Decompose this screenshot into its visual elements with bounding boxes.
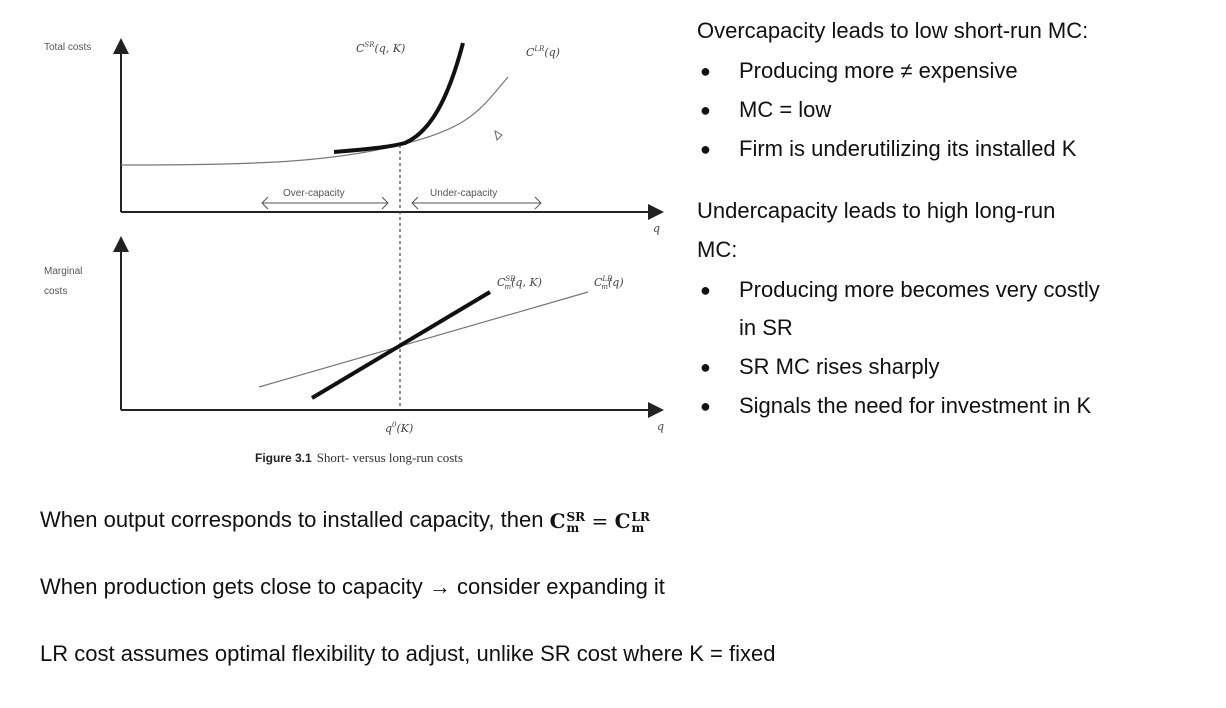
q0-label: q0(K): [385, 421, 413, 435]
overcapacity-heading-rest: leads to low short-run MC:: [825, 18, 1089, 43]
undercapacity-heading-rest: leads to high long-run: [837, 198, 1056, 223]
capacity-equality-text: When output corresponds to installed cap…: [40, 507, 550, 532]
under-capacity-label: Under-capacity: [430, 188, 497, 199]
expansion-text-a: When production gets close to capacity: [40, 574, 429, 599]
over-capacity-arrowheads: [261, 196, 389, 210]
figure-caption: Figure 3.1 Short- versus long-run costs: [255, 450, 463, 465]
undercapacity-heading: Undercapacity leads to high long-run: [697, 198, 1055, 224]
bottom-y-label-1: Marginal: [44, 266, 82, 277]
top-x-label: q: [653, 222, 660, 235]
bottom-x-label: q: [657, 420, 664, 433]
capacity-equality-line: When output corresponds to installed cap…: [40, 507, 650, 534]
list-item: Producing more becomes very costly: [739, 277, 1100, 302]
short-run-mc-line: [310, 290, 492, 400]
bottom-y-label-2: costs: [44, 286, 67, 297]
bullet-icon: ●: [700, 280, 711, 300]
mcsr-label: CSR m(q, K): [497, 275, 542, 291]
bullet-icon: ●: [700, 61, 711, 81]
long-run-cost-curve: [120, 76, 509, 166]
top-y-label: Total costs: [44, 42, 91, 53]
clr-label: CLR(q): [526, 45, 560, 59]
bullet-icon: ●: [700, 357, 711, 377]
cost-figure: Total costs CSR(q, K) CLR(q) Over-capaci…: [44, 38, 664, 465]
list-item: MC = low: [739, 97, 832, 122]
under-capacity-arrowheads: [411, 196, 542, 210]
undercapacity-term: Undercapacity: [697, 198, 838, 223]
list-item-continuation: in SR: [739, 315, 793, 340]
expansion-text-b: consider expanding it: [450, 574, 665, 599]
overcapacity-heading: Overcapacity leads to low short-run MC:: [697, 18, 1088, 44]
arrow-right-icon: →: [428, 574, 451, 599]
list-item: Producing more ≠ expensive: [739, 58, 1018, 83]
overcapacity-term: Overcapacity: [697, 18, 826, 43]
csr-label: CSR(q, K): [356, 41, 405, 55]
lr-flexibility-line: LR cost assumes optimal flexibility to a…: [40, 641, 776, 666]
small-triangle-mark: [494, 130, 503, 141]
mclr-label: CLR m(q): [594, 275, 624, 291]
bullet-icon: ●: [700, 396, 711, 416]
short-run-cost-curve: [333, 42, 465, 154]
list-item: Firm is underutilizing its installed K: [739, 136, 1077, 161]
expansion-line: When production gets close to capacity →…: [40, 574, 665, 600]
undercapacity-heading-line2: MC:: [697, 237, 738, 262]
over-capacity-label: Over-capacity: [283, 188, 345, 199]
bullet-icon: ●: [700, 100, 711, 120]
long-run-mc-line: [258, 291, 589, 388]
list-item: Signals the need for investment in K: [739, 393, 1092, 418]
list-item: SR MC rises sharply: [739, 354, 940, 379]
bullet-icon: ●: [700, 139, 711, 159]
mc-equality-formula: C SR m = C LR m: [549, 509, 650, 535]
